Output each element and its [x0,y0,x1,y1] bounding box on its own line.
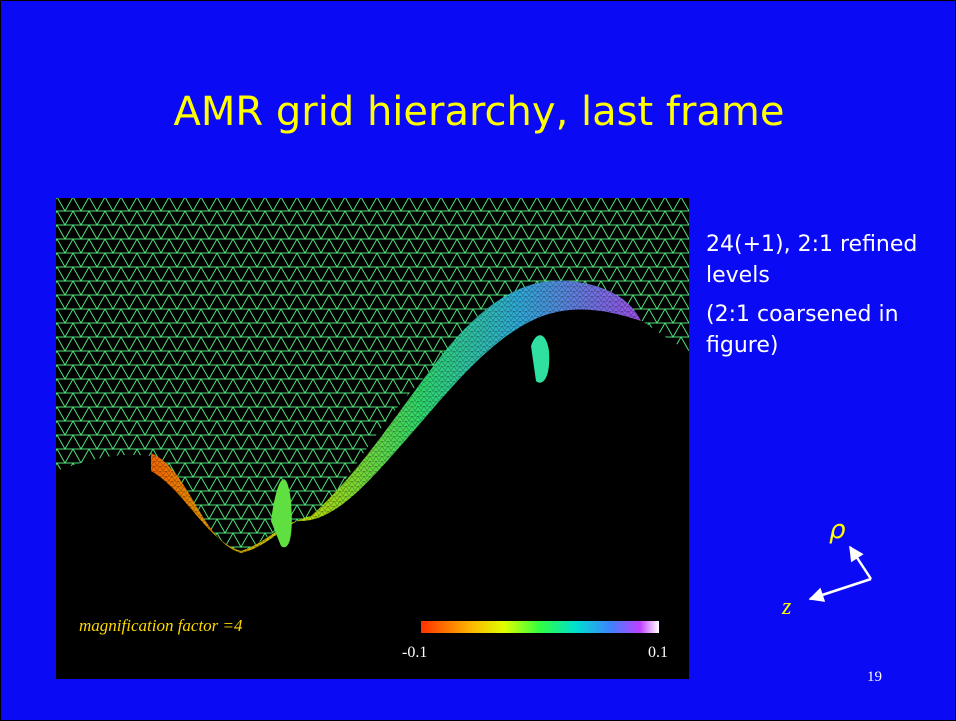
colorbar-min: -0.1 [402,644,427,661]
page-number: 19 [867,669,882,686]
figure-layer: magnification factor =4 -0.1 0.1 ρ z [1,1,955,720]
rho-label: ρ [829,515,846,545]
colorbar-max: 0.1 [648,644,668,661]
figure: magnification factor =4 -0.1 0.1 [56,198,689,679]
axes-diagram: ρ z [781,515,871,620]
colorbar [421,621,659,633]
z-label: z [781,594,792,620]
figure-caption: magnification factor =4 [79,616,243,635]
slide: AMR grid hierarchy, last frame 24(+1), 2… [0,0,956,721]
